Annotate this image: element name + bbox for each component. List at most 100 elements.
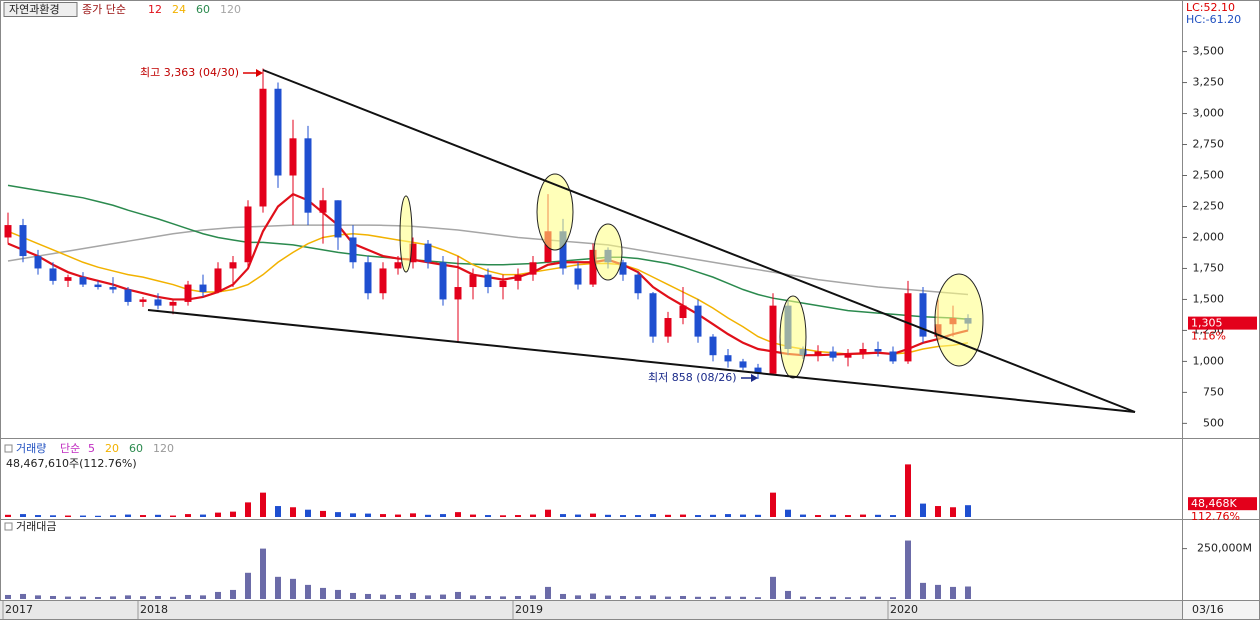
candle-body bbox=[499, 280, 507, 288]
date-label: 03/16 bbox=[1192, 603, 1224, 616]
volume-bar bbox=[935, 506, 941, 517]
candle-body bbox=[319, 200, 327, 213]
amount-bar bbox=[875, 596, 881, 599]
candle-body bbox=[694, 305, 702, 337]
volume-bar bbox=[665, 514, 671, 517]
last-volume-box bbox=[1188, 497, 1257, 511]
candle-body bbox=[469, 274, 477, 288]
volume-bar bbox=[845, 515, 851, 517]
volume-bar bbox=[830, 514, 836, 517]
volume-bar bbox=[350, 513, 356, 517]
date-box bbox=[1183, 601, 1259, 619]
amount-bar bbox=[260, 548, 266, 599]
amount-bar bbox=[140, 596, 146, 599]
amount-bar bbox=[35, 595, 41, 599]
amount-bar bbox=[725, 596, 731, 599]
amount-bar bbox=[440, 594, 446, 599]
y-tick-label: 2,500 bbox=[1193, 169, 1225, 182]
candle-body bbox=[154, 299, 162, 306]
x-tick-label: 2017 bbox=[5, 603, 33, 616]
volume-bar bbox=[755, 514, 761, 517]
candle-body bbox=[34, 256, 42, 269]
candle-body bbox=[889, 351, 897, 362]
amount-bar bbox=[665, 596, 671, 599]
volume-bar bbox=[740, 514, 746, 517]
volume-bar bbox=[515, 515, 521, 517]
amount-bar bbox=[425, 595, 431, 599]
candle-body bbox=[274, 88, 282, 176]
title-box bbox=[3, 2, 78, 17]
candle-body bbox=[619, 262, 627, 275]
candle-body bbox=[589, 249, 597, 285]
marks bbox=[4, 68, 972, 599]
amount-bar bbox=[830, 596, 836, 599]
volume-bar bbox=[770, 492, 776, 517]
legend-entry: 60 bbox=[196, 3, 210, 16]
volume-bar bbox=[605, 514, 611, 517]
volume-bar bbox=[260, 492, 266, 517]
volume-bar bbox=[635, 515, 641, 517]
amount-bar bbox=[245, 572, 251, 599]
candle-body bbox=[79, 277, 87, 285]
volume-bar bbox=[785, 509, 791, 517]
pane-icon bbox=[4, 444, 13, 453]
amount-bar bbox=[560, 593, 566, 599]
candle-body bbox=[874, 349, 882, 352]
candle-body bbox=[4, 225, 12, 238]
amount-bar bbox=[20, 593, 26, 599]
candle-body bbox=[259, 88, 267, 207]
candle-body bbox=[334, 200, 342, 238]
candle-body bbox=[244, 206, 252, 263]
legend-prefix: 종가 단순 bbox=[82, 3, 126, 16]
amount-bar bbox=[860, 596, 866, 599]
amount-bar bbox=[950, 586, 956, 599]
amount-bar bbox=[635, 596, 641, 599]
last-volume-label: 48,468K bbox=[1191, 497, 1237, 510]
amount-bar bbox=[575, 595, 581, 599]
amount-bar bbox=[650, 595, 656, 599]
volume-bar bbox=[905, 464, 911, 517]
volume-bar bbox=[275, 506, 281, 517]
candle-body bbox=[724, 355, 732, 362]
amount-bar bbox=[800, 596, 806, 599]
candle-body bbox=[409, 243, 417, 263]
y-tick-label: 500 bbox=[1203, 416, 1224, 429]
volume-bar bbox=[140, 515, 146, 517]
candle-body bbox=[904, 293, 912, 362]
volume-bar bbox=[305, 509, 311, 517]
amount-bar bbox=[905, 540, 911, 599]
candle-body bbox=[559, 231, 567, 269]
candle-body bbox=[139, 299, 147, 302]
amount-bar bbox=[410, 592, 416, 599]
candle-body bbox=[649, 293, 657, 337]
candle-body bbox=[379, 268, 387, 294]
amount-bar bbox=[275, 576, 281, 599]
trend-line bbox=[262, 69, 1136, 413]
amount-bar bbox=[380, 594, 386, 599]
candle-body bbox=[214, 268, 222, 292]
amount-bar bbox=[95, 596, 101, 599]
amount-bar bbox=[230, 589, 236, 599]
volume-bar bbox=[440, 514, 446, 517]
amount-bar bbox=[50, 595, 56, 599]
volume-bar bbox=[575, 514, 581, 517]
volume-bar bbox=[410, 513, 416, 517]
amount-bar bbox=[530, 595, 536, 599]
amount-bar bbox=[110, 596, 116, 599]
candle-body bbox=[124, 289, 132, 302]
candle-body bbox=[229, 262, 237, 269]
candle-body bbox=[169, 301, 177, 306]
volume-bar bbox=[695, 515, 701, 517]
candle-body bbox=[109, 287, 117, 290]
annotation-arrow bbox=[751, 374, 758, 382]
amount-bar bbox=[620, 595, 626, 599]
amount-bar bbox=[215, 591, 221, 599]
lc-label: LC:52.10 bbox=[1186, 1, 1235, 14]
volume-bar bbox=[35, 515, 41, 517]
amount-bar bbox=[545, 586, 551, 599]
volume-bar bbox=[20, 514, 26, 517]
legend-entry: 12 bbox=[148, 3, 162, 16]
candle-body bbox=[769, 305, 777, 374]
